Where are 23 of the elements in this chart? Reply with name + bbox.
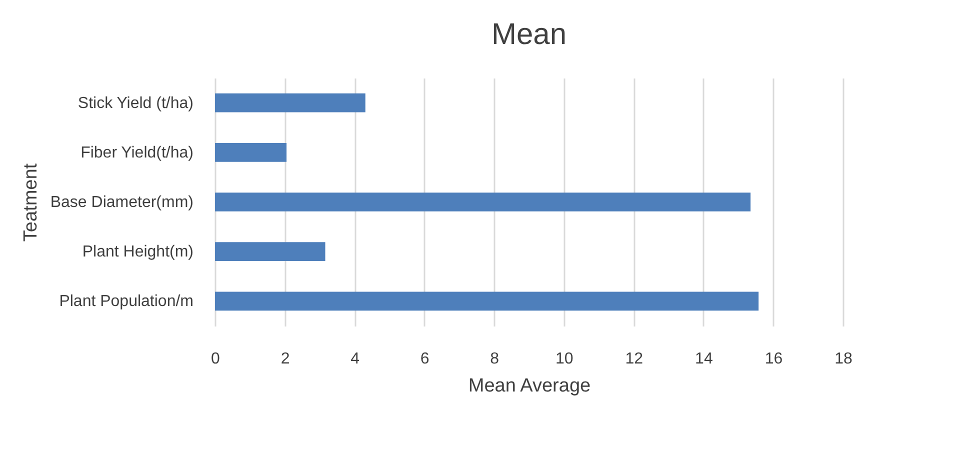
bar (215, 242, 326, 262)
y-tick-label: Plant Height(m) (82, 244, 194, 261)
x-tick-label: 8 (490, 350, 500, 368)
x-tick-label: 0 (211, 350, 220, 368)
x-tick-label: 2 (280, 350, 290, 368)
x-tick-label: 12 (625, 350, 644, 368)
y-axis-title: Teatment (20, 162, 42, 242)
bar (215, 93, 366, 112)
y-tick-label: Fiber Yield(t/ha) (80, 144, 194, 162)
x-tick-label: 10 (555, 350, 574, 368)
x-tick-label: 18 (834, 350, 852, 368)
bar (215, 192, 751, 212)
y-tick-label: Plant Population/m (59, 293, 194, 310)
chart-title: Mean (491, 18, 567, 51)
x-axis-title: Mean Average (468, 376, 591, 396)
bar (215, 292, 759, 311)
x-tick-label: 16 (764, 350, 783, 368)
y-tick-label: Base Diameter(mm) (50, 194, 194, 211)
y-tick-label: Stick Yield (t/ha) (78, 94, 194, 112)
x-tick-label: 6 (420, 350, 430, 368)
bar (215, 142, 287, 162)
x-tick-label: 4 (350, 350, 360, 368)
x-tick-label: 14 (695, 350, 713, 368)
